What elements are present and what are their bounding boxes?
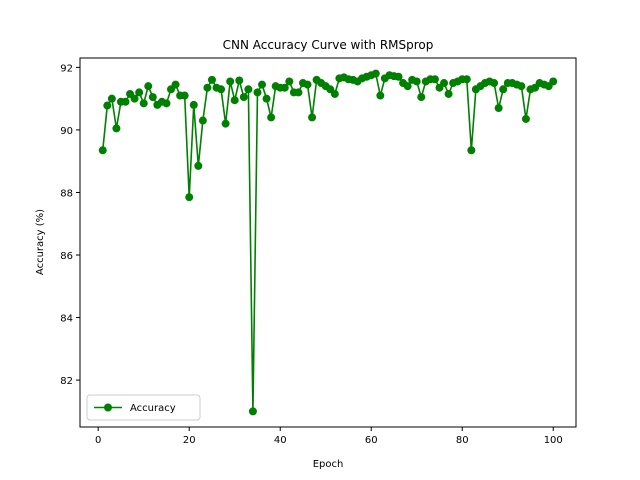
y-tick-label: 90	[60, 126, 73, 137]
y-tick-label: 84	[60, 314, 73, 325]
data-point	[221, 119, 230, 128]
data-point	[185, 193, 194, 202]
data-point	[235, 76, 244, 85]
data-point	[294, 88, 303, 97]
data-point	[376, 91, 385, 100]
plot-area: 0 20 40 60 80 100 82 84 86 88 90 92 Accuracy	[60, 57, 577, 446]
data-point	[189, 100, 198, 109]
x-axis-label: Epoch	[313, 459, 344, 470]
x-tick-label: 0	[95, 435, 101, 446]
x-tick-label: 60	[365, 435, 378, 446]
data-point	[285, 77, 294, 86]
data-point	[162, 99, 171, 108]
data-point	[303, 80, 312, 89]
data-point	[226, 77, 235, 86]
data-point	[107, 94, 116, 103]
y-axis-label: Accuracy (%)	[35, 209, 46, 275]
x-tick-label: 20	[183, 435, 196, 446]
data-point	[253, 88, 262, 97]
data-point	[148, 93, 157, 102]
data-point	[430, 75, 439, 84]
data-point	[262, 94, 271, 103]
x-tick-label: 40	[274, 435, 287, 446]
data-point	[203, 83, 212, 92]
data-point	[130, 94, 139, 103]
data-point	[217, 85, 226, 94]
data-point	[98, 146, 107, 155]
data-point	[144, 82, 153, 91]
y-tick-label: 82	[60, 376, 73, 387]
x-tick-label: 80	[456, 435, 469, 446]
data-point	[403, 82, 412, 91]
data-point	[549, 77, 558, 86]
data-point	[171, 80, 180, 89]
y-tick-label: 86	[60, 251, 73, 262]
y-tick-label: 88	[60, 188, 73, 199]
legend: Accuracy	[86, 394, 201, 421]
data-point	[499, 85, 508, 94]
series-line-accuracy	[101, 72, 554, 412]
data-point	[308, 113, 317, 122]
data-point	[490, 79, 499, 88]
data-point	[244, 85, 253, 94]
data-point	[239, 93, 248, 102]
data-point	[462, 75, 471, 84]
data-point	[517, 82, 526, 91]
data-point	[521, 114, 530, 123]
data-point	[280, 83, 289, 92]
y-tick-label: 92	[60, 63, 73, 74]
x-tick-label: 100	[544, 435, 563, 446]
chart-title: CNN Accuracy Curve with RMSprop	[223, 38, 434, 52]
legend-box	[86, 394, 201, 421]
data-point	[394, 72, 403, 81]
legend-label: Accuracy	[130, 403, 176, 414]
data-point	[194, 161, 203, 170]
data-point	[494, 104, 503, 113]
data-point	[207, 75, 216, 84]
legend-marker	[104, 403, 112, 412]
data-point	[258, 80, 267, 89]
data-point	[121, 97, 130, 106]
data-point	[444, 89, 453, 98]
data-point	[248, 407, 257, 416]
data-point	[180, 91, 189, 100]
data-point	[330, 89, 339, 98]
data-point	[371, 69, 380, 78]
data-point	[467, 146, 476, 155]
data-point	[267, 113, 276, 122]
data-point	[135, 88, 144, 97]
data-point	[417, 93, 426, 102]
data-point	[103, 101, 112, 110]
data-point	[412, 77, 421, 86]
data-point	[440, 79, 449, 88]
data-point	[112, 124, 121, 133]
data-point	[230, 96, 239, 105]
plot-frame	[79, 57, 577, 428]
data-point	[139, 99, 148, 108]
data-point	[198, 116, 207, 125]
